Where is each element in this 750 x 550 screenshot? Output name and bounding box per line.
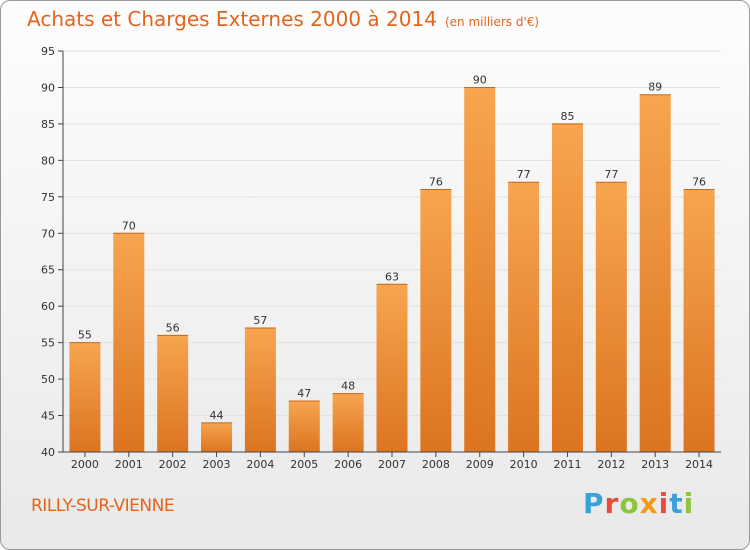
bar-value-label: 70 bbox=[122, 219, 136, 232]
y-tick-label: 50 bbox=[41, 373, 55, 386]
bar bbox=[551, 123, 583, 452]
y-tick-label: 65 bbox=[41, 264, 55, 277]
bar bbox=[595, 182, 627, 452]
bar-value-label: 44 bbox=[210, 409, 224, 422]
bar bbox=[288, 400, 320, 452]
bar-value-label: 76 bbox=[429, 176, 443, 189]
x-tick-label: 2008 bbox=[422, 458, 450, 471]
logo-letter: o bbox=[619, 487, 640, 520]
bar bbox=[464, 87, 496, 453]
y-tick-label: 95 bbox=[41, 45, 55, 58]
x-tick-label: 2013 bbox=[641, 458, 669, 471]
x-tick-label: 2003 bbox=[203, 458, 231, 471]
logo-letter: i bbox=[683, 487, 695, 520]
y-tick-label: 60 bbox=[41, 300, 55, 313]
logo-letter: r bbox=[604, 487, 620, 520]
x-tick-label: 2012 bbox=[597, 458, 625, 471]
x-tick-label: 2004 bbox=[246, 458, 274, 471]
bar-value-label: 77 bbox=[604, 168, 618, 181]
y-tick-label: 45 bbox=[41, 410, 55, 423]
y-tick-label: 40 bbox=[41, 446, 55, 459]
bar-value-label: 89 bbox=[648, 81, 662, 94]
x-tick-label: 2011 bbox=[553, 458, 581, 471]
logo-letter: t bbox=[669, 487, 684, 520]
bar bbox=[639, 94, 671, 452]
bar bbox=[69, 342, 101, 452]
logo-letter: P bbox=[583, 487, 605, 520]
bar-value-label: 48 bbox=[341, 380, 355, 393]
bar-value-label: 63 bbox=[385, 270, 399, 283]
bar bbox=[420, 189, 452, 452]
chart-title: Achats et Charges Externes 2000 à 2014 (e… bbox=[27, 7, 539, 31]
x-tick-label: 2001 bbox=[115, 458, 143, 471]
chart-title-text: Achats et Charges Externes 2000 à 2014 bbox=[27, 7, 437, 31]
y-tick-label: 55 bbox=[41, 337, 55, 350]
logo-letter: x bbox=[639, 487, 659, 520]
y-tick-label: 75 bbox=[41, 191, 55, 204]
y-tick-label: 85 bbox=[41, 118, 55, 131]
bar-value-label: 85 bbox=[560, 110, 574, 123]
commune-name: RILLY-SUR-VIENNE bbox=[31, 496, 175, 516]
bar bbox=[157, 335, 189, 452]
bar-value-label: 47 bbox=[297, 387, 311, 400]
y-tick-label: 70 bbox=[41, 227, 55, 240]
bar-value-label: 90 bbox=[473, 73, 487, 86]
y-tick-label: 80 bbox=[41, 154, 55, 167]
bar bbox=[113, 233, 145, 452]
bar bbox=[201, 422, 233, 452]
y-tick-label: 90 bbox=[41, 81, 55, 94]
bar-value-label: 77 bbox=[517, 168, 531, 181]
x-tick-label: 2002 bbox=[159, 458, 187, 471]
chart-unit: (en milliers d'€) bbox=[444, 15, 540, 29]
x-tick-label: 2010 bbox=[510, 458, 538, 471]
bar bbox=[332, 393, 364, 452]
bar-value-label: 76 bbox=[692, 176, 706, 189]
bar-value-label: 57 bbox=[253, 314, 267, 327]
proxiti-logo: Proxiti bbox=[583, 487, 694, 520]
bar-value-label: 55 bbox=[78, 329, 92, 342]
logo-letter: i bbox=[658, 487, 670, 520]
bar bbox=[683, 189, 715, 452]
x-tick-label: 2007 bbox=[378, 458, 406, 471]
x-tick-label: 2005 bbox=[290, 458, 318, 471]
bar-value-label: 56 bbox=[166, 321, 180, 334]
bar bbox=[508, 182, 540, 452]
x-tick-label: 2000 bbox=[71, 458, 99, 471]
bar bbox=[244, 328, 276, 452]
bar bbox=[376, 284, 408, 452]
x-tick-label: 2014 bbox=[685, 458, 713, 471]
x-tick-label: 2006 bbox=[334, 458, 362, 471]
x-tick-label: 2009 bbox=[466, 458, 494, 471]
